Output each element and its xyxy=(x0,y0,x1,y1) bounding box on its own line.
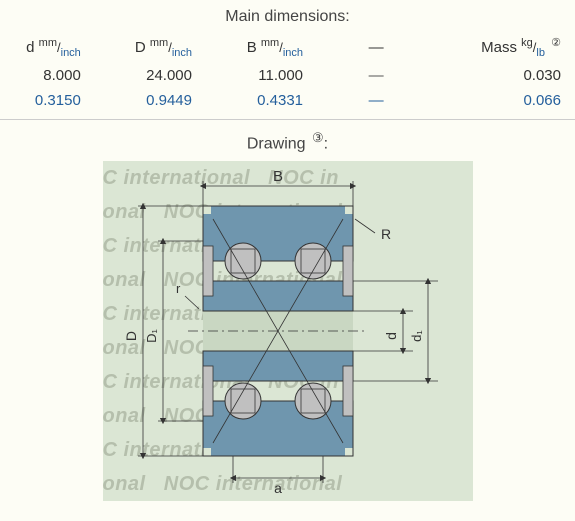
main-dimensions-title: Main dimensions: xyxy=(0,0,575,32)
label-B: B xyxy=(272,168,282,185)
label-d: d xyxy=(383,332,399,340)
header-mass: Mass kg/lb ② xyxy=(435,32,575,63)
cell-dash-mm: — xyxy=(317,63,435,88)
header-B: B mm/inch xyxy=(206,32,317,63)
cell-mass-mm: 0.030 xyxy=(435,63,575,88)
cell-D-mm: 24.000 xyxy=(95,63,206,88)
drawing-title: Drawing ③: xyxy=(0,120,575,161)
row-inch: 0.3150 0.9449 0.4331 — 0.066 xyxy=(0,88,575,120)
cell-mass-inch: 0.066 xyxy=(435,88,575,120)
cell-B-mm: 11.000 xyxy=(206,63,317,88)
label-R: R xyxy=(381,226,391,242)
bearing-drawing: B R r D D₁ d d₁ a xyxy=(103,161,473,501)
label-d1: d₁ xyxy=(409,330,424,342)
cell-D-inch: 0.9449 xyxy=(95,88,206,120)
header-D: D mm/inch xyxy=(95,32,206,63)
cell-d-inch: 0.3150 xyxy=(0,88,95,120)
cell-d-mm: 8.000 xyxy=(0,63,95,88)
drawing-area: C international NOC in onal NOC internat… xyxy=(103,161,473,501)
header-d: d mm/inch xyxy=(0,32,95,63)
header-dash: — xyxy=(317,32,435,63)
header-row: d mm/inch D mm/inch B mm/inch — Mass kg/… xyxy=(0,32,575,63)
cell-dash-inch: — xyxy=(317,88,435,120)
row-mm: 8.000 24.000 11.000 — 0.030 xyxy=(0,63,575,88)
label-a: a xyxy=(274,480,282,496)
label-D1: D₁ xyxy=(144,329,159,343)
label-r: r xyxy=(176,281,181,296)
dimensions-table: d mm/inch D mm/inch B mm/inch — Mass kg/… xyxy=(0,32,575,120)
cell-B-inch: 0.4331 xyxy=(206,88,317,120)
label-D: D xyxy=(123,331,139,341)
